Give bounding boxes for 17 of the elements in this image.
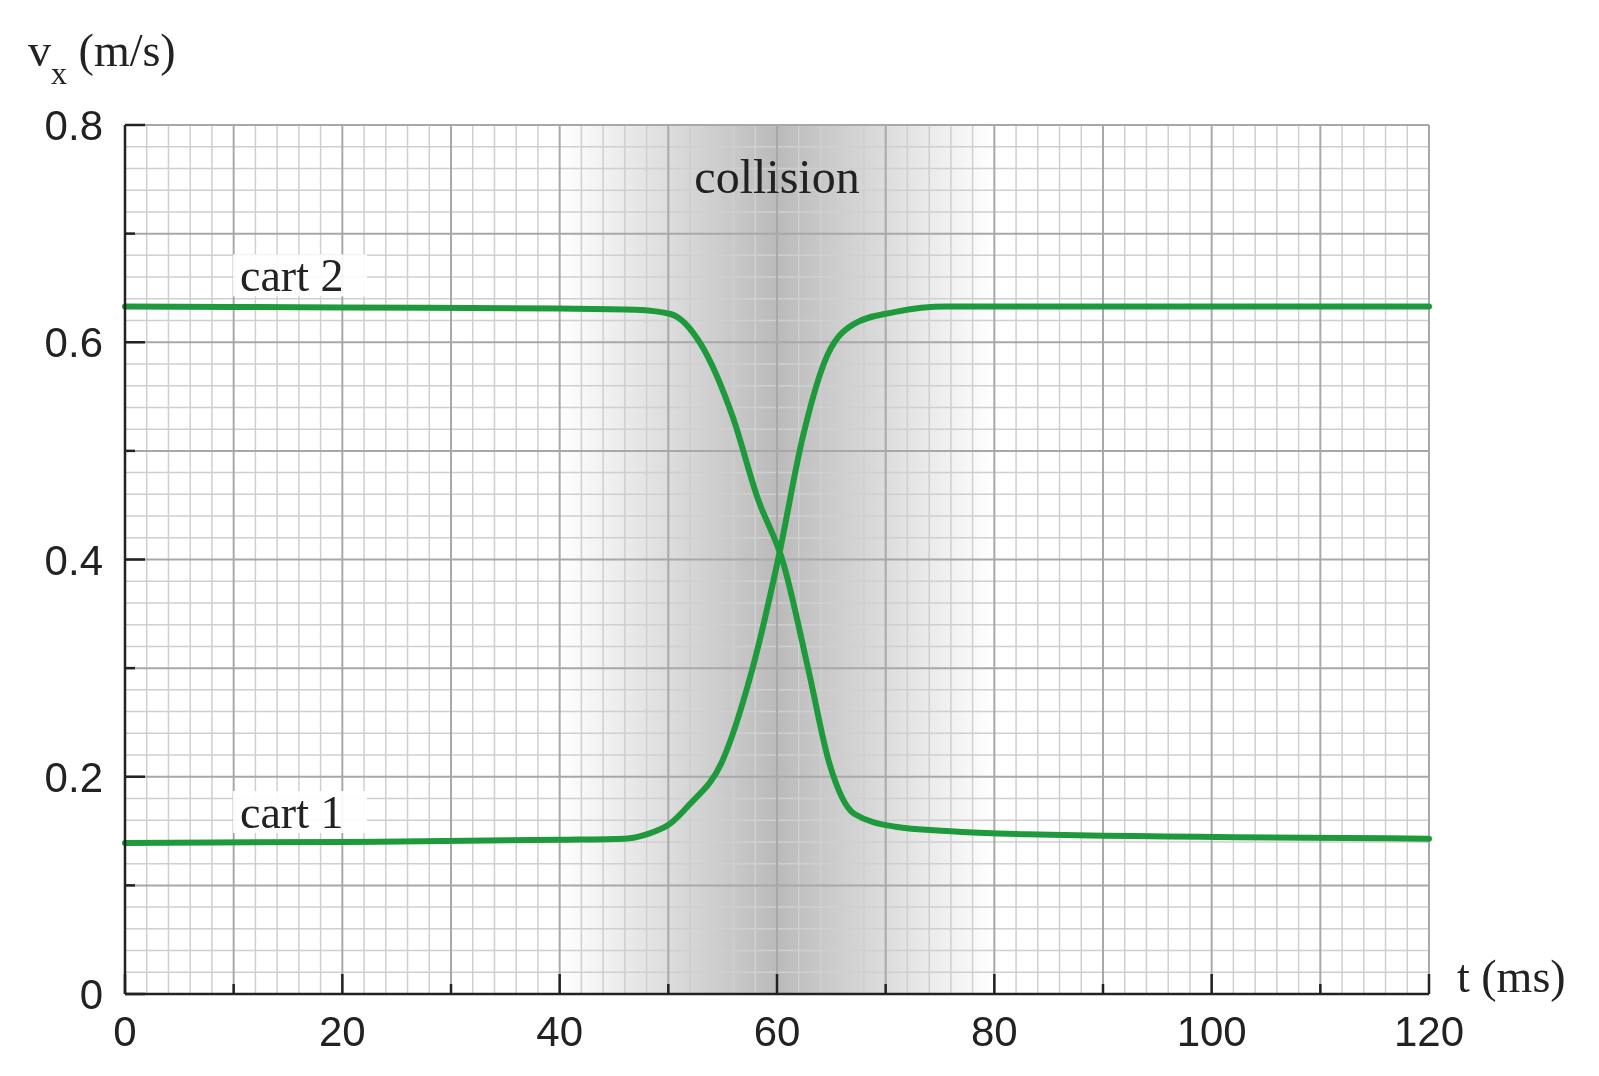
band-label: collision — [694, 150, 860, 203]
y-tick-label: 0.2 — [44, 753, 103, 801]
y-tick-label: 0 — [79, 971, 103, 1018]
x-tick-label: 20 — [318, 1008, 366, 1055]
x-tick-label: 120 — [1393, 1008, 1465, 1055]
y-tick-label: 0.6 — [44, 319, 103, 367]
x-tick-label: 100 — [1176, 1008, 1247, 1055]
series-label: cart 1 — [240, 787, 344, 839]
series-label: cart 2 — [240, 250, 344, 302]
y-tick-label: 0.8 — [44, 102, 103, 149]
x-tick-label: 40 — [536, 1008, 584, 1055]
x-tick-label: 60 — [753, 1008, 801, 1055]
x-tick-label: 0 — [113, 1008, 137, 1055]
x-axis-title: t (ms) — [1457, 951, 1566, 1002]
y-axis-title: v$_{x}$ (m/s) — [28, 25, 176, 91]
y-tick-label: 0.4 — [44, 536, 103, 584]
x-tick-label: 80 — [970, 1008, 1018, 1055]
